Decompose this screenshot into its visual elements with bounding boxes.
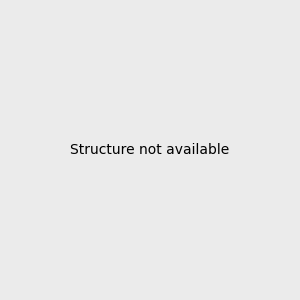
Text: Structure not available: Structure not available (70, 143, 230, 157)
